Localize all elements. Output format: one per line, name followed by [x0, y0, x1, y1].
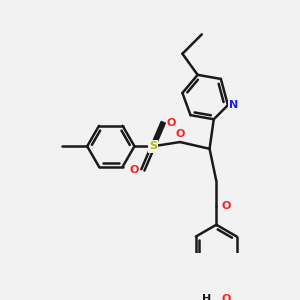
Text: O: O — [175, 129, 185, 139]
Text: O: O — [167, 118, 176, 128]
Text: S: S — [149, 141, 157, 151]
Text: H: H — [202, 294, 211, 300]
Text: O: O — [130, 165, 139, 175]
Text: O: O — [222, 201, 231, 211]
Text: O: O — [222, 294, 231, 300]
Text: N: N — [229, 100, 239, 110]
